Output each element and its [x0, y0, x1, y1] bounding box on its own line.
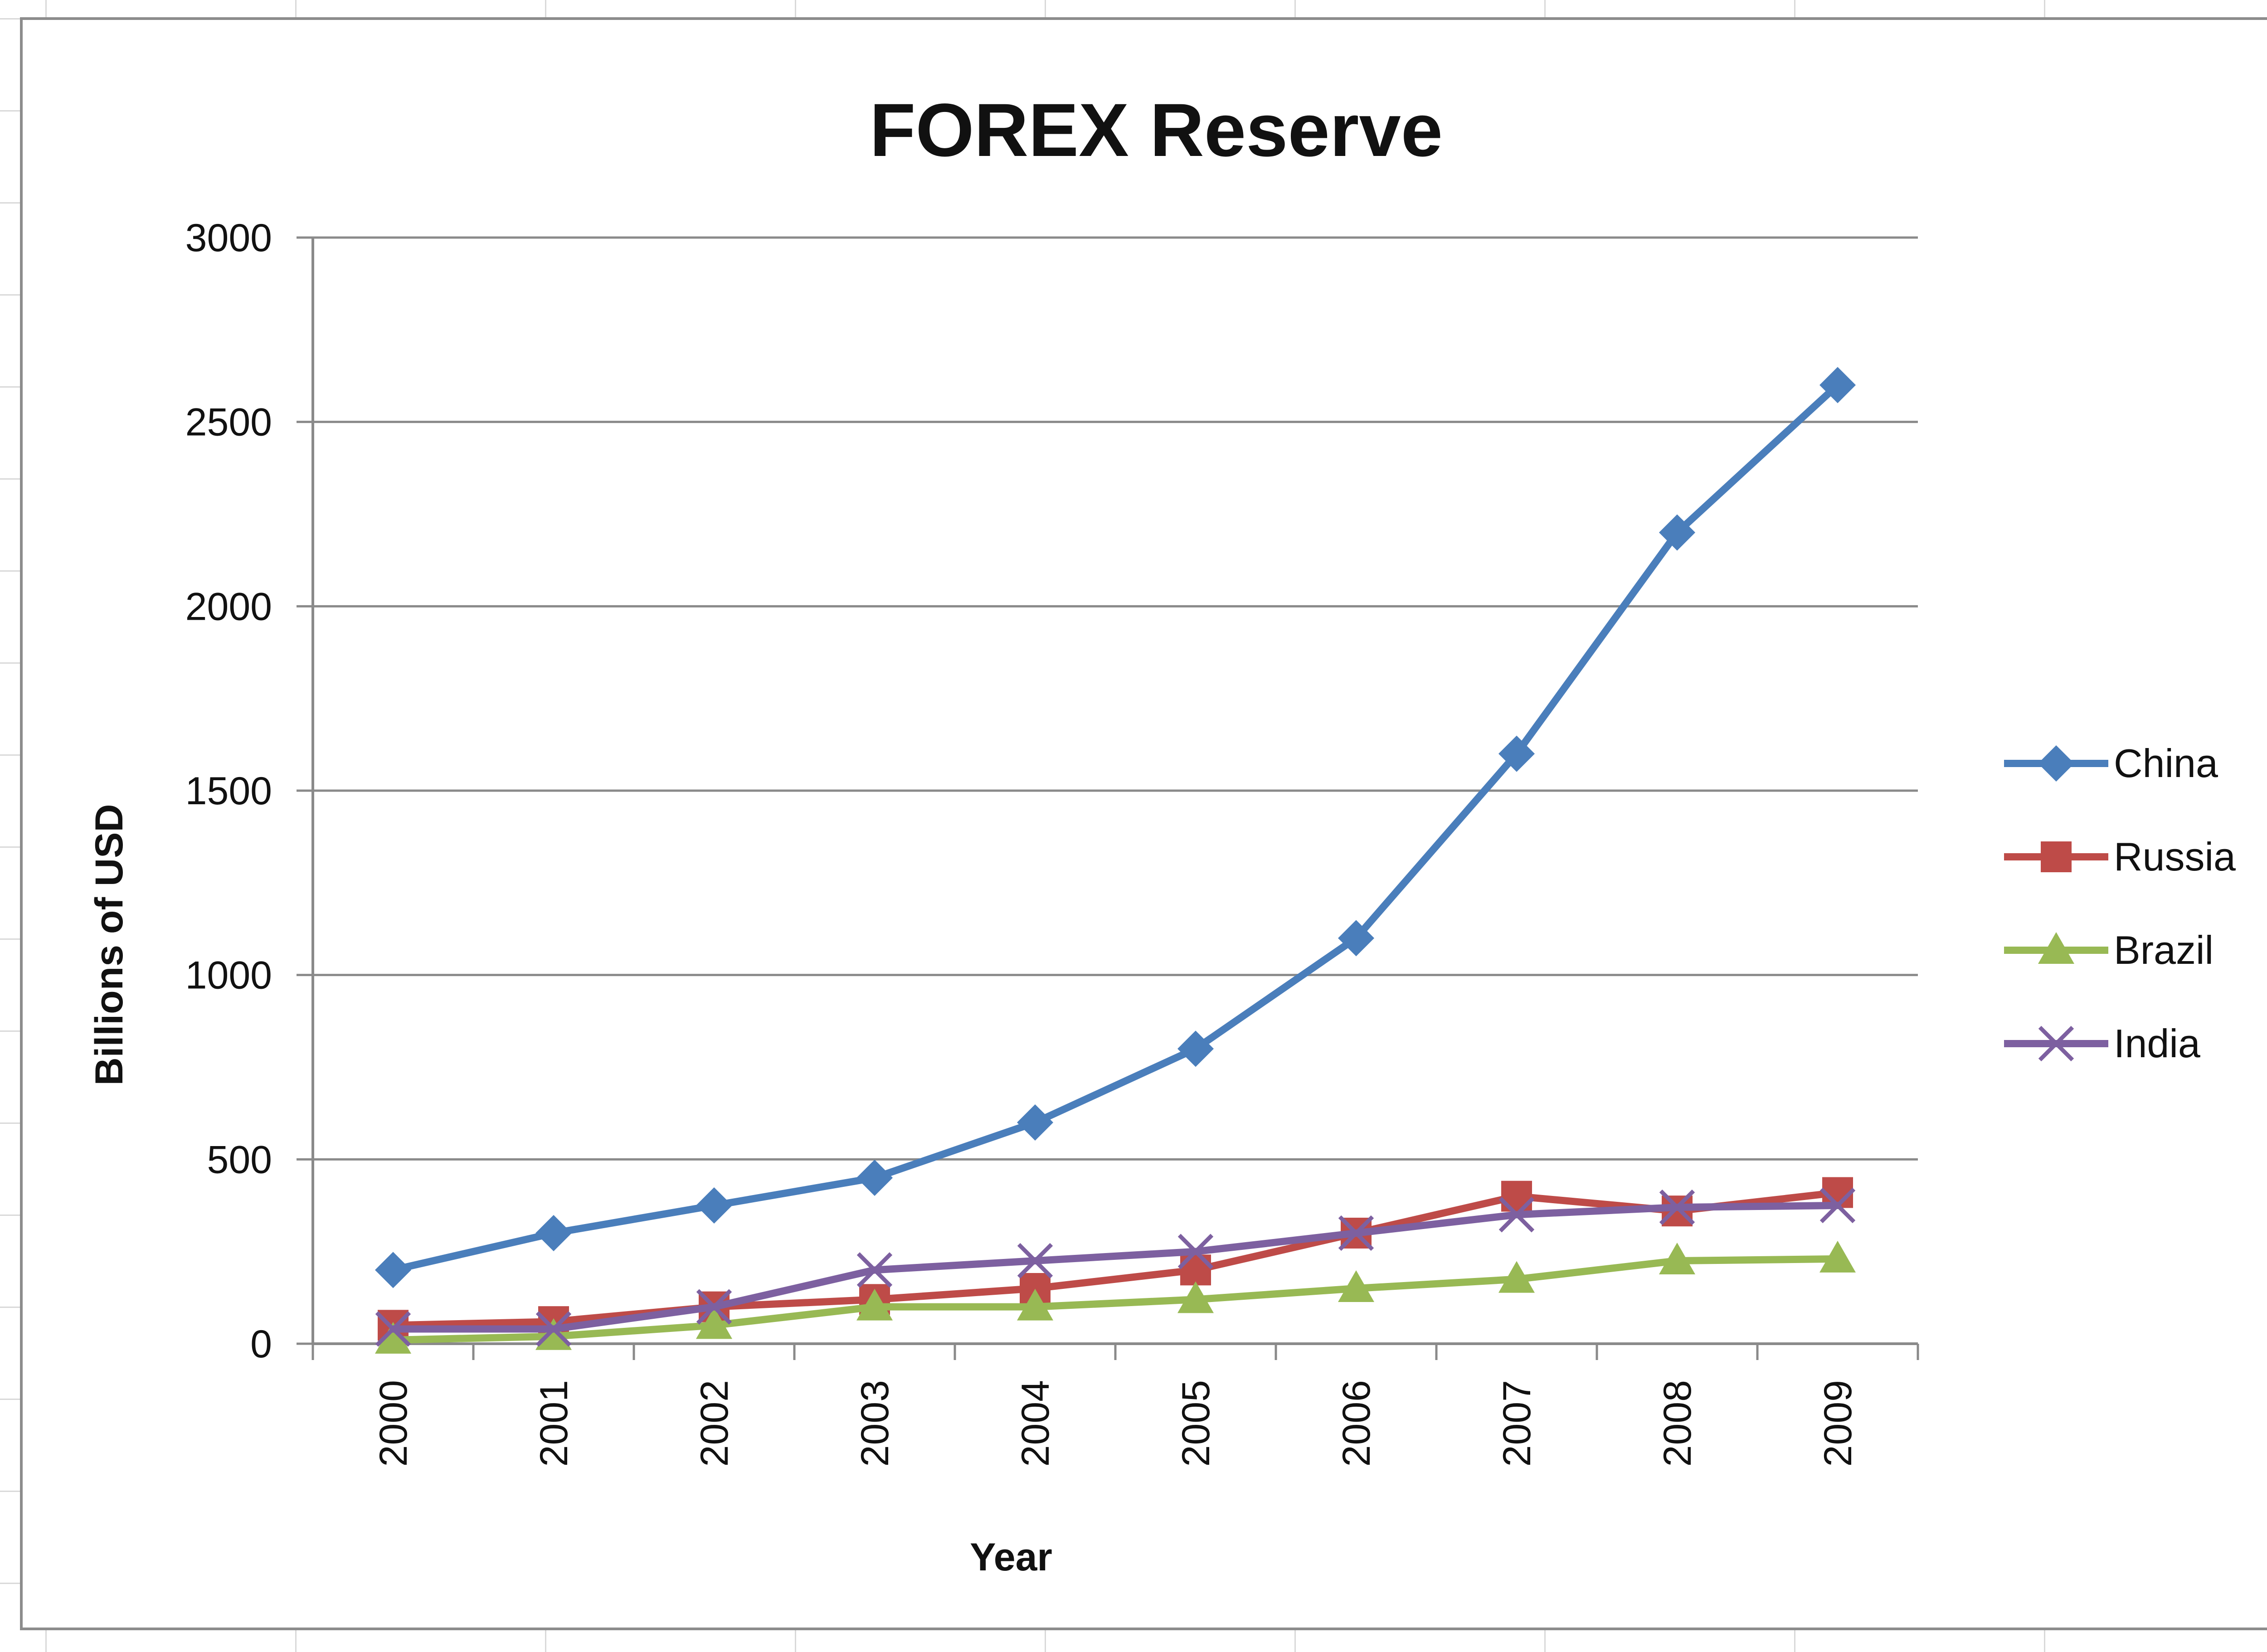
series-line-brazil [389, 1255, 1841, 1344]
data-point-india [1498, 1197, 1535, 1233]
y-axis-ticks: 0 500 1000 1500 2000 2500 3000 [185, 216, 272, 1366]
data-point-china [856, 1160, 893, 1196]
data-point-brazil [1338, 1270, 1374, 1302]
legend-marker [2038, 932, 2074, 964]
x-tick-label: 2005 [1174, 1380, 1218, 1467]
x-marker-stroke [1338, 1215, 1374, 1251]
series-china [375, 367, 1856, 1288]
legend-item-india[interactable]: India [2004, 1021, 2200, 1066]
series-brazil [375, 1240, 1856, 1354]
legend-label: China [2114, 741, 2218, 786]
data-point-india [1338, 1215, 1374, 1251]
data-point-brazil [1819, 1240, 1856, 1273]
x-tick-label: 2000 [372, 1380, 415, 1467]
legend-marker [2038, 745, 2074, 782]
data-point-brazil [535, 1318, 572, 1350]
data-point-russia [1180, 1254, 1211, 1286]
x-marker-stroke [1819, 1187, 1856, 1224]
data-point-india [1017, 1243, 1053, 1279]
x-tick-label: 2002 [693, 1380, 736, 1467]
series-india [375, 1187, 1856, 1347]
legend[interactable]: China Russia Brazil India [2004, 741, 2236, 1066]
y-tick-label: 1000 [185, 954, 272, 997]
x-tick-label: 2009 [1816, 1380, 1860, 1467]
legend-item-china[interactable]: China [2004, 741, 2218, 786]
x-marker-stroke [1017, 1243, 1053, 1279]
data-point-india [535, 1311, 572, 1347]
x-marker-stroke [1659, 1189, 1695, 1225]
legend-item-brazil[interactable]: Brazil [2004, 928, 2213, 972]
series-lines [375, 367, 1856, 1354]
data-point-china [1177, 1030, 1214, 1067]
axes [297, 236, 1919, 1360]
legend-label: India [2114, 1021, 2200, 1066]
y-tick-label: 2000 [185, 585, 272, 628]
y-tick-label: 2500 [185, 401, 272, 444]
x-marker-stroke [1498, 1197, 1535, 1233]
data-point-brazil [696, 1307, 732, 1339]
data-point-china [1659, 514, 1695, 551]
x-tick-label: 2008 [1656, 1380, 1699, 1467]
series-line-russia [389, 1189, 1841, 1329]
legend-marker [2038, 1025, 2074, 1062]
data-point-china [375, 1252, 411, 1288]
data-point-india [1177, 1234, 1214, 1269]
y-axis-title: Billions of USD [88, 804, 131, 1085]
x-marker-stroke [1177, 1234, 1214, 1269]
x-marker-stroke [856, 1252, 893, 1288]
y-tick-label: 1500 [185, 769, 272, 813]
data-point-india [1659, 1189, 1695, 1225]
data-point-india [1819, 1187, 1856, 1224]
legend-label: Russia [2114, 834, 2236, 879]
x-axis-ticks: 2000 2001 2002 2003 2004 2005 2006 2007 2008 2009 [372, 1380, 1860, 1467]
data-point-india [375, 1311, 411, 1347]
data-point-brazil [1498, 1261, 1535, 1293]
x-marker-stroke [696, 1289, 732, 1325]
data-point-brazil [1659, 1243, 1695, 1274]
y-tick-label: 0 [250, 1322, 272, 1366]
legend-item-russia[interactable]: Russia [2004, 834, 2236, 879]
x-marker-stroke [375, 1311, 411, 1347]
data-point-china [1017, 1104, 1053, 1141]
x-tick-label: 2004 [1014, 1380, 1057, 1467]
data-point-india [696, 1289, 732, 1325]
legend-label: Brazil [2114, 928, 2213, 972]
x-tick-label: 2006 [1335, 1380, 1378, 1467]
chart-area[interactable]: FOREX Reserve 0 500 1000 1500 2000 2500 3000 2… [20, 17, 2267, 1630]
data-point-brazil [375, 1322, 411, 1354]
data-point-china [1498, 735, 1535, 772]
chart-title: FOREX Reserve [870, 88, 1443, 172]
gridlines [313, 236, 1918, 1161]
data-point-china [535, 1215, 572, 1251]
x-axis-title: Year [970, 1535, 1052, 1579]
x-marker-stroke [2038, 1025, 2074, 1062]
forex-reserve-chart: FOREX Reserve 0 500 1000 1500 2000 2500 3000 2… [88, 88, 2236, 1579]
x-tick-label: 2001 [532, 1380, 576, 1467]
x-marker-stroke [535, 1311, 572, 1347]
data-point-russia [1501, 1181, 1532, 1212]
data-point-china [696, 1187, 732, 1224]
series-line-india [389, 1202, 1841, 1333]
series-line-china [389, 381, 1841, 1274]
data-point-india [856, 1252, 893, 1288]
data-point-brazil [1177, 1281, 1214, 1313]
data-point-china [1819, 367, 1856, 403]
data-point-brazil [856, 1288, 893, 1321]
y-tick-label: 500 [207, 1138, 272, 1181]
legend-marker [2041, 841, 2072, 872]
y-tick-label: 3000 [185, 216, 272, 260]
x-tick-label: 2007 [1495, 1380, 1539, 1467]
x-tick-label: 2003 [853, 1380, 897, 1467]
data-point-brazil [1017, 1288, 1053, 1321]
